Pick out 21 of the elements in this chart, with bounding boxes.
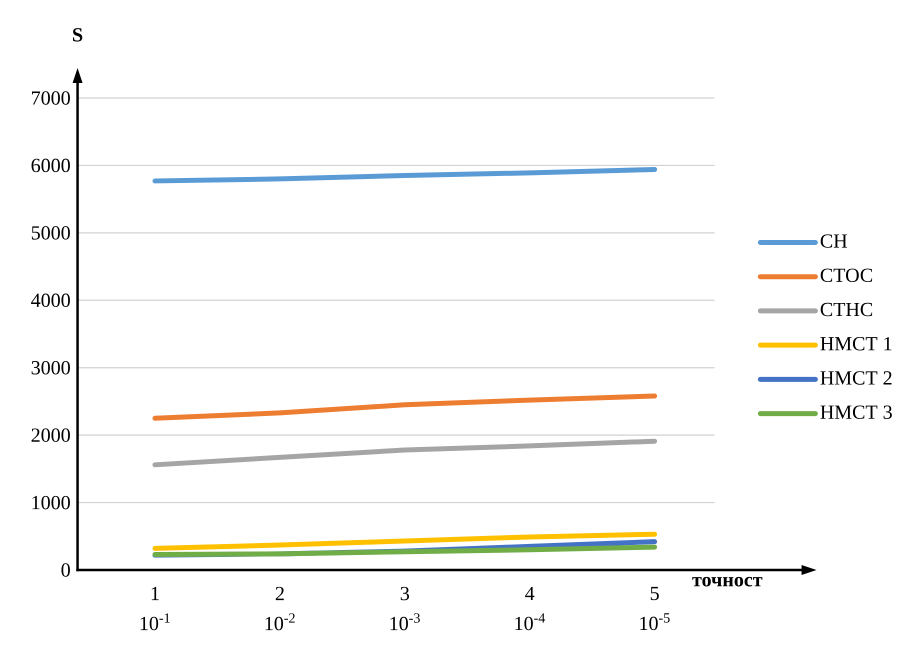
x-tick-label: 3 10$^{-3}$	[390, 586, 420, 630]
y-tick-label: 2000	[32, 428, 70, 442]
y-tick-label: 0	[61, 563, 70, 577]
x-tick-label: 5 10$^{-5}$	[640, 586, 670, 630]
legend-label: НМСТ 1	[820, 337, 892, 350]
y-tick-label: 5000	[32, 226, 70, 240]
y-tick-label: 1000	[32, 496, 70, 510]
y-tick-label: 3000	[32, 360, 70, 374]
legend-label: НМСТ 3	[820, 405, 892, 419]
y-axis-title: S	[73, 28, 82, 42]
x-tick-label: 4 10$^{-4}$	[515, 586, 546, 630]
x-axis-title: точност	[692, 576, 762, 586]
x-tick-label: 1 10$^{-1}$	[140, 586, 170, 630]
y-tick-label: 6000	[32, 158, 70, 172]
legend-label: СТОС	[820, 268, 872, 282]
y-tick-label: 4000	[31, 294, 70, 308]
x-tick-label: 2 10$^{-2}$	[266, 586, 295, 630]
legend-label: НМСТ 2	[820, 371, 892, 385]
legend-label: СН	[820, 234, 848, 248]
y-tick-label: 7000	[32, 91, 70, 105]
legend-label: СТНС	[820, 302, 872, 316]
